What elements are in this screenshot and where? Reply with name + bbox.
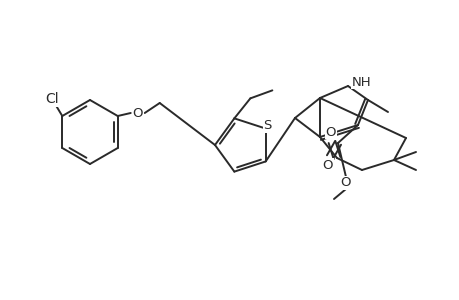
Text: O: O [132,106,143,119]
Text: O: O [325,125,336,139]
Text: S: S [263,119,271,132]
Text: O: O [340,176,351,190]
Text: Cl: Cl [45,92,59,106]
Text: O: O [322,158,332,172]
Text: NH: NH [351,76,371,88]
